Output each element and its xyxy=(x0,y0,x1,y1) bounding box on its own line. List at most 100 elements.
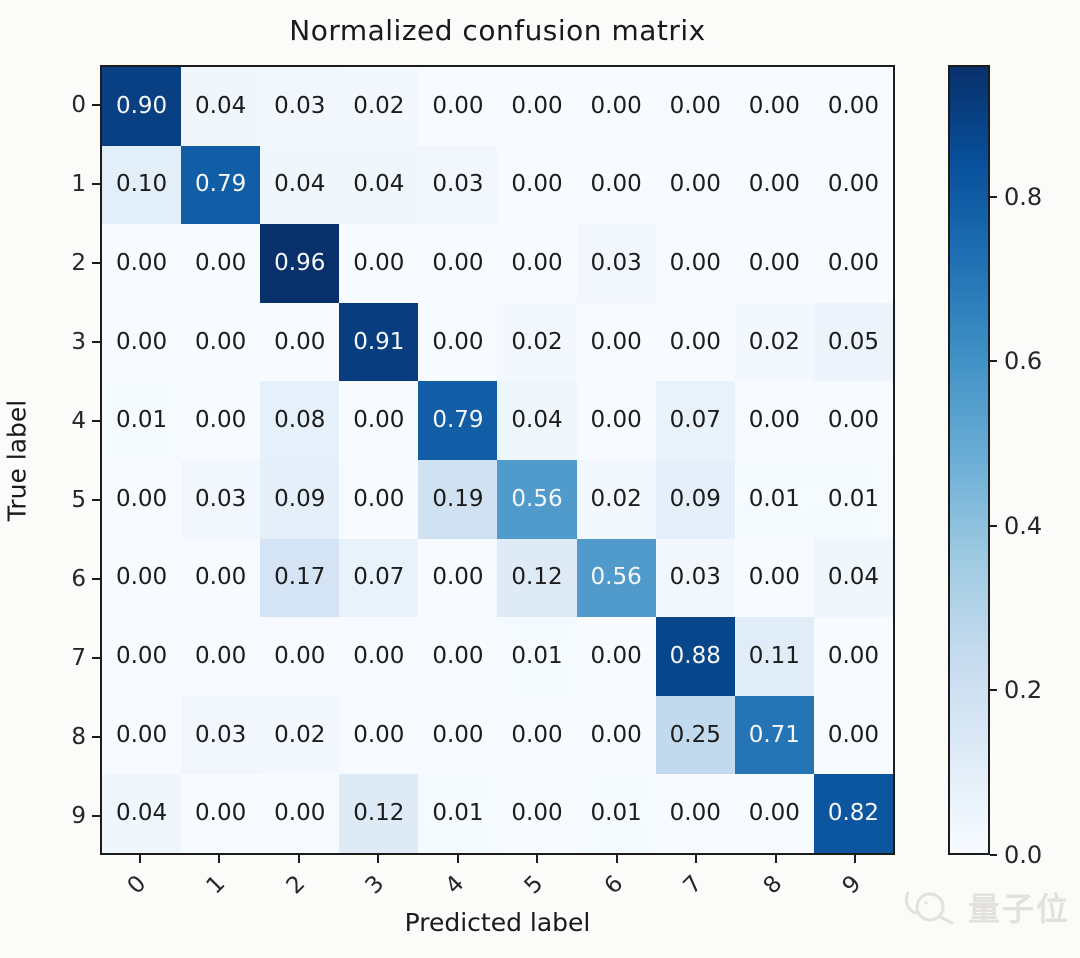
matrix-cell-value: 0.00 xyxy=(590,642,642,669)
x-axis-tick-label: 5 xyxy=(519,870,549,900)
matrix-cell: 0.00 xyxy=(102,538,182,618)
colorbar-tick-label: 0.8 xyxy=(1004,182,1043,211)
matrix-cell-value: 0.02 xyxy=(511,328,563,355)
colorbar xyxy=(948,65,990,855)
matrix-cell: 0.02 xyxy=(260,695,340,775)
heatmap-plot: 0.90 0.04 0.03 0.02 0.00 0.00 0.00 0.00 0.00 0.00… xyxy=(100,65,895,855)
matrix-cell: 0.01 xyxy=(418,774,498,853)
matrix-cell-value: 0.00 xyxy=(115,564,168,591)
matrix-cell-value: 0.00 xyxy=(432,564,484,591)
matrix-cell-value: 0.79 xyxy=(432,407,484,434)
matrix-cell-value: 0.00 xyxy=(827,92,880,119)
matrix-cell: 0.00 xyxy=(734,774,814,853)
matrix-cell-value: 0.00 xyxy=(748,407,800,434)
matrix-cell: 0.00 xyxy=(576,381,656,460)
matrix-cell-value: 0.00 xyxy=(353,721,405,748)
matrix-cell-value: 0.00 xyxy=(669,171,721,198)
matrix-cell: 0.00 xyxy=(813,224,893,303)
matrix-cell-value: 0.82 xyxy=(827,800,880,827)
matrix-cell: 0.04 xyxy=(102,774,182,853)
x-axis-tick-mark xyxy=(854,855,857,863)
matrix-cell-value: 0.00 xyxy=(748,171,800,198)
matrix-cell-value: 0.00 xyxy=(353,407,405,434)
x-axis-tick-label: 4 xyxy=(440,870,470,900)
chart-title: Normalized confusion matrix xyxy=(289,14,706,47)
matrix-cell: 0.00 xyxy=(102,695,182,775)
qbitai-logo-icon xyxy=(904,891,954,925)
y-axis-tick-label: 5 xyxy=(71,486,86,513)
matrix-cell-value: 0.03 xyxy=(274,92,326,119)
matrix-cell: 0.04 xyxy=(813,538,893,618)
matrix-cell-value: 0.00 xyxy=(590,407,642,434)
matrix-cell: 0.00 xyxy=(102,617,182,696)
matrix-cell-value: 0.91 xyxy=(353,328,405,355)
matrix-cell-value: 0.00 xyxy=(590,171,642,198)
matrix-cell-value: 0.04 xyxy=(511,407,563,434)
x-axis-tick-mark xyxy=(615,855,618,863)
matrix-cell: 0.00 xyxy=(813,67,893,146)
matrix-cell-value: 0.00 xyxy=(195,328,247,355)
matrix-cell: 0.00 xyxy=(497,224,577,303)
matrix-cell-value: 0.04 xyxy=(195,92,247,119)
matrix-cell: 0.04 xyxy=(260,145,340,225)
colorbar-tick-label: 0.4 xyxy=(1004,511,1043,540)
matrix-cell-value: 0.01 xyxy=(590,800,642,827)
matrix-cell-value: 0.00 xyxy=(115,485,168,512)
matrix-cell-value: 0.08 xyxy=(274,407,326,434)
matrix-cell: 0.01 xyxy=(102,381,182,460)
matrix-cell-value: 0.01 xyxy=(748,485,800,512)
matrix-cell: 0.00 xyxy=(813,695,893,775)
matrix-cell: 0.00 xyxy=(576,67,656,146)
matrix-cell-value: 0.90 xyxy=(115,92,168,119)
matrix-cell-value: 0.10 xyxy=(115,171,168,198)
matrix-cell-value: 0.00 xyxy=(748,800,800,827)
x-axis-tick-mark xyxy=(695,855,698,863)
matrix-cell: 0.11 xyxy=(734,617,814,696)
matrix-cell: 0.56 xyxy=(497,459,577,539)
matrix-cell-value: 0.03 xyxy=(432,171,484,198)
matrix-cell-value: 0.01 xyxy=(115,407,168,434)
matrix-cell: 0.00 xyxy=(655,224,735,303)
matrix-cell-value: 0.00 xyxy=(748,249,800,276)
matrix-cell: 0.00 xyxy=(181,381,261,460)
matrix-cell: 0.00 xyxy=(418,538,498,618)
matrix-cell: 0.03 xyxy=(655,538,735,618)
matrix-cell-value: 0.03 xyxy=(590,249,642,276)
matrix-cell-value: 0.04 xyxy=(274,171,326,198)
matrix-cell: 0.04 xyxy=(181,67,261,146)
y-axis-tick-mark xyxy=(92,261,100,264)
matrix-cell-value: 0.00 xyxy=(195,407,247,434)
matrix-cell: 0.17 xyxy=(260,538,340,618)
x-axis-tick-mark xyxy=(774,855,777,863)
matrix-cell: 0.00 xyxy=(576,302,656,382)
matrix-cell-value: 0.71 xyxy=(748,721,800,748)
matrix-cell-value: 0.00 xyxy=(590,721,642,748)
matrix-cell-value: 0.00 xyxy=(195,564,247,591)
matrix-cell: 0.82 xyxy=(813,774,893,853)
matrix-cell-value: 0.00 xyxy=(748,564,800,591)
y-axis-tick-mark xyxy=(92,814,100,817)
y-axis-tick-label: 7 xyxy=(71,644,86,671)
colorbar-tick-mark xyxy=(990,360,997,363)
y-axis-tick-mark xyxy=(92,577,100,580)
matrix-cell-value: 0.02 xyxy=(590,485,642,512)
y-axis-tick-mark xyxy=(92,103,100,106)
matrix-cell: 0.00 xyxy=(813,145,893,225)
matrix-cell: 0.09 xyxy=(655,459,735,539)
matrix-cell: 0.00 xyxy=(181,302,261,382)
matrix-cell-value: 0.96 xyxy=(274,249,326,276)
matrix-cell: 0.00 xyxy=(418,67,498,146)
matrix-cell-value: 0.00 xyxy=(669,92,721,119)
matrix-cell: 0.71 xyxy=(734,695,814,775)
matrix-cell-value: 0.56 xyxy=(511,485,563,512)
matrix-cell-value: 0.03 xyxy=(195,721,247,748)
matrix-cell: 0.00 xyxy=(576,695,656,775)
y-axis-tick-label: 0 xyxy=(71,91,86,118)
matrix-cell: 0.07 xyxy=(339,538,419,618)
matrix-cell: 0.01 xyxy=(734,459,814,539)
matrix-cell: 0.25 xyxy=(655,695,735,775)
matrix-cell: 0.00 xyxy=(734,145,814,225)
matrix-cell-value: 0.00 xyxy=(511,249,563,276)
y-axis-label: True label xyxy=(2,399,32,522)
